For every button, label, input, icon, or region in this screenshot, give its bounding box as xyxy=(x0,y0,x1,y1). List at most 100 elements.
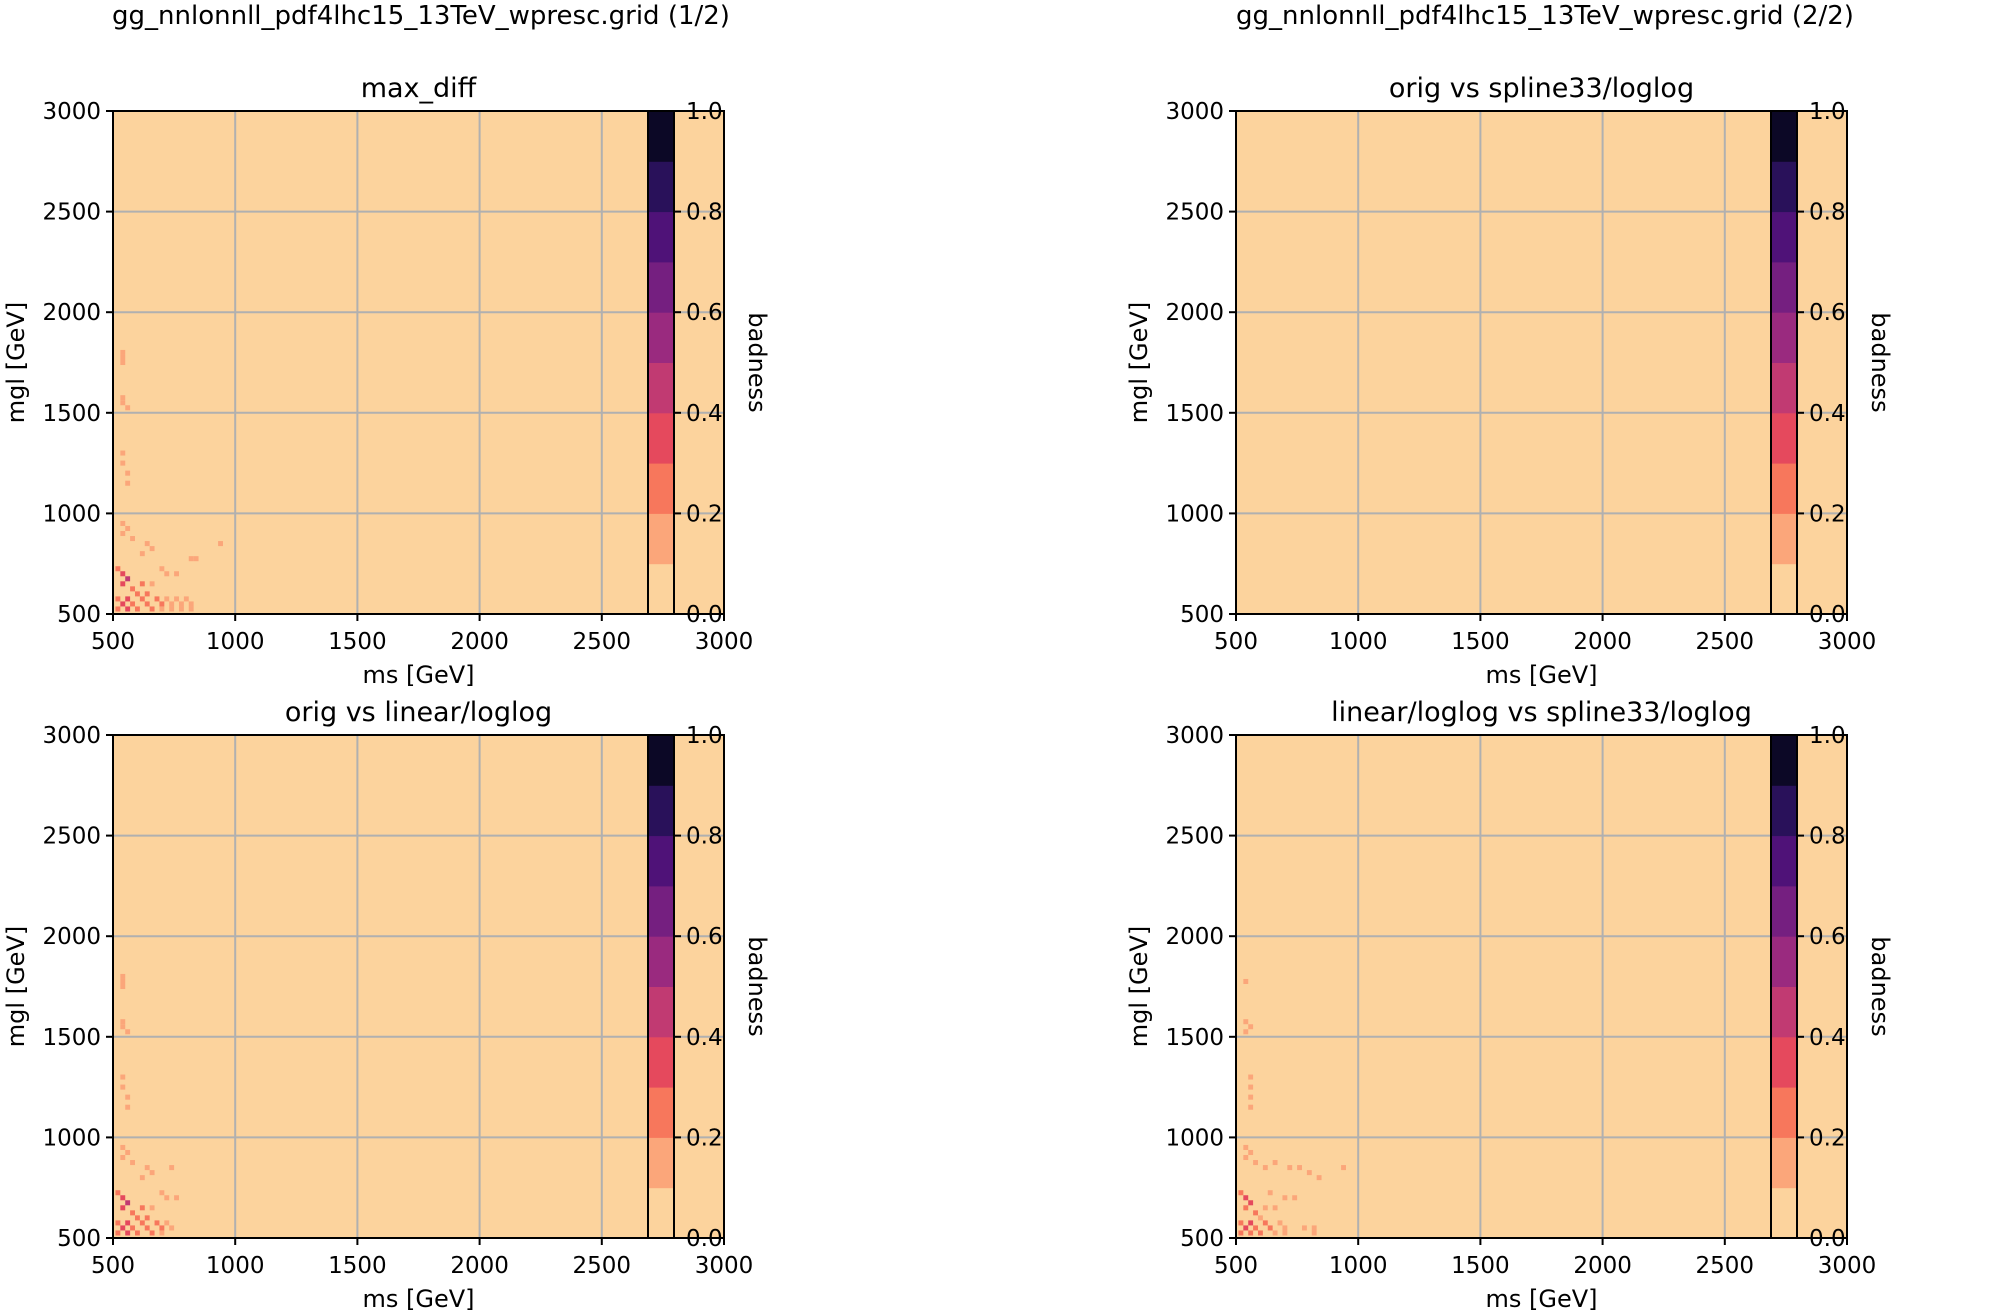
plot-frame xyxy=(1235,110,1848,615)
colorbar-label: badness xyxy=(743,936,771,1036)
heatmap-cell xyxy=(120,973,126,979)
heatmap-cell xyxy=(174,1195,179,1201)
colorbar-segment xyxy=(648,161,674,213)
heatmap-cell xyxy=(1267,1190,1273,1196)
heatmap-cell xyxy=(125,606,131,612)
heatmap-cell xyxy=(120,1205,126,1211)
y-tick-label: 2500 xyxy=(1165,200,1224,226)
y-tick-label: 1000 xyxy=(1165,501,1224,527)
heatmap-cell xyxy=(188,601,194,607)
heatmap-cell xyxy=(120,450,126,456)
heatmap-cell xyxy=(1248,1149,1254,1156)
colorbar-tick-label: 0.4 xyxy=(686,401,723,427)
heatmap-cell xyxy=(1282,1225,1288,1231)
y-tick-label: 500 xyxy=(1180,602,1224,628)
heatmap-background xyxy=(1236,735,1847,1238)
heatmap-cell xyxy=(120,978,126,984)
y-tick-label: 1000 xyxy=(42,501,101,527)
colorbar-tick-label: 0.4 xyxy=(1809,401,1846,427)
heatmap-cell xyxy=(139,596,145,602)
x-tick-label: 2500 xyxy=(1696,629,1755,655)
heatmap-background xyxy=(113,735,724,1238)
heatmap-cell xyxy=(1243,1195,1249,1201)
colorbar-segment xyxy=(648,412,674,464)
y-tick-label: 2500 xyxy=(42,200,101,226)
heatmap-cell xyxy=(120,531,126,537)
y-tick-label: 1500 xyxy=(42,1025,101,1051)
heatmap-cell xyxy=(169,1165,175,1171)
y-axis-label: mgl [GeV] xyxy=(1125,302,1153,423)
y-tick-label: 3000 xyxy=(42,723,101,749)
colorbar-tick-label: 0.8 xyxy=(1809,200,1846,226)
heatmap-cell xyxy=(120,359,126,366)
heatmap-cell xyxy=(159,1230,165,1236)
colorbar-segment xyxy=(648,835,674,887)
colorbar-tick-label: 0.6 xyxy=(1809,300,1846,326)
heatmap-cell xyxy=(154,1220,160,1226)
x-tick-label: 2500 xyxy=(573,629,632,655)
heatmap-background xyxy=(113,111,724,614)
colorbar-segment xyxy=(648,1036,674,1088)
heatmap-cell xyxy=(120,395,126,401)
heatmap-cell xyxy=(1243,978,1249,984)
y-tick-label: 500 xyxy=(57,602,101,628)
y-tick-label: 2500 xyxy=(1165,824,1224,850)
y-tick-label: 3000 xyxy=(42,99,101,125)
colorbar-segment xyxy=(1771,1087,1797,1138)
x-tick-label: 1500 xyxy=(328,629,387,655)
x-tick-label: 3000 xyxy=(1818,1253,1877,1279)
heatmap-cell xyxy=(1248,1084,1254,1090)
heatmap-cell xyxy=(1248,1200,1254,1206)
x-tick-label: 500 xyxy=(1214,629,1258,655)
heatmap-cell xyxy=(1238,1190,1244,1196)
heatmap-cell xyxy=(120,349,126,355)
panel-title: orig vs linear/loglog xyxy=(285,697,552,728)
heatmap-cell xyxy=(149,1230,155,1236)
x-tick-label: 1500 xyxy=(1451,1253,1510,1279)
heatmap-cell xyxy=(1287,1165,1293,1171)
heatmap-cell xyxy=(120,571,126,577)
heatmap-cell xyxy=(120,1024,126,1030)
y-tick-label: 2500 xyxy=(42,824,101,850)
heatmap-cell xyxy=(125,1029,131,1035)
heatmap-cell xyxy=(1243,1029,1249,1035)
heatmap-cell xyxy=(149,606,155,612)
heatmap-cell xyxy=(1311,1230,1317,1236)
colorbar-segment xyxy=(1771,986,1797,1038)
heatmap-cell xyxy=(134,606,140,612)
colorbar-tick-label: 0.2 xyxy=(1809,1125,1846,1151)
colorbar-segment xyxy=(1771,835,1797,887)
heatmap-cell xyxy=(164,1195,170,1201)
colorbar-segment xyxy=(648,785,674,837)
heatmap-cell xyxy=(218,541,223,547)
heatmap-cell xyxy=(1306,1170,1312,1176)
heatmap-cell xyxy=(1248,1024,1254,1030)
y-tick-label: 500 xyxy=(57,1226,101,1252)
heatmap-cell xyxy=(134,591,140,597)
heatmap-cell xyxy=(1282,1195,1288,1201)
heatmap-cell xyxy=(1253,1225,1258,1231)
heatmap-cell xyxy=(120,354,126,360)
heatmap-cell xyxy=(130,1210,135,1216)
y-axis-label: mgl [GeV] xyxy=(2,926,30,1047)
x-tick-label: 500 xyxy=(91,629,135,655)
colorbar-tick-label: 1.0 xyxy=(1809,723,1846,749)
heatmap-cell xyxy=(169,1225,175,1231)
heatmap-cell xyxy=(120,1074,126,1080)
colorbar-segment xyxy=(648,936,674,987)
heatmap-cell xyxy=(120,1084,126,1090)
y-tick-label: 3000 xyxy=(1165,99,1224,125)
colorbar-segment xyxy=(648,463,674,514)
heatmap-cell xyxy=(130,601,135,607)
heatmap-cell xyxy=(1253,1160,1258,1166)
heatmap-cell xyxy=(139,551,145,557)
heatmap-cell xyxy=(1248,1230,1254,1236)
colorbar-tick-label: 0.0 xyxy=(686,602,723,628)
colorbar-tick-label: 1.0 xyxy=(686,99,723,125)
x-tick-label: 1000 xyxy=(1329,1253,1388,1279)
heatmap-cell xyxy=(154,596,160,602)
plot-frame xyxy=(1235,734,1848,1239)
heatmap-cell xyxy=(1248,1220,1254,1226)
heatmap-cell xyxy=(183,596,189,602)
plot-frame xyxy=(112,734,725,1239)
